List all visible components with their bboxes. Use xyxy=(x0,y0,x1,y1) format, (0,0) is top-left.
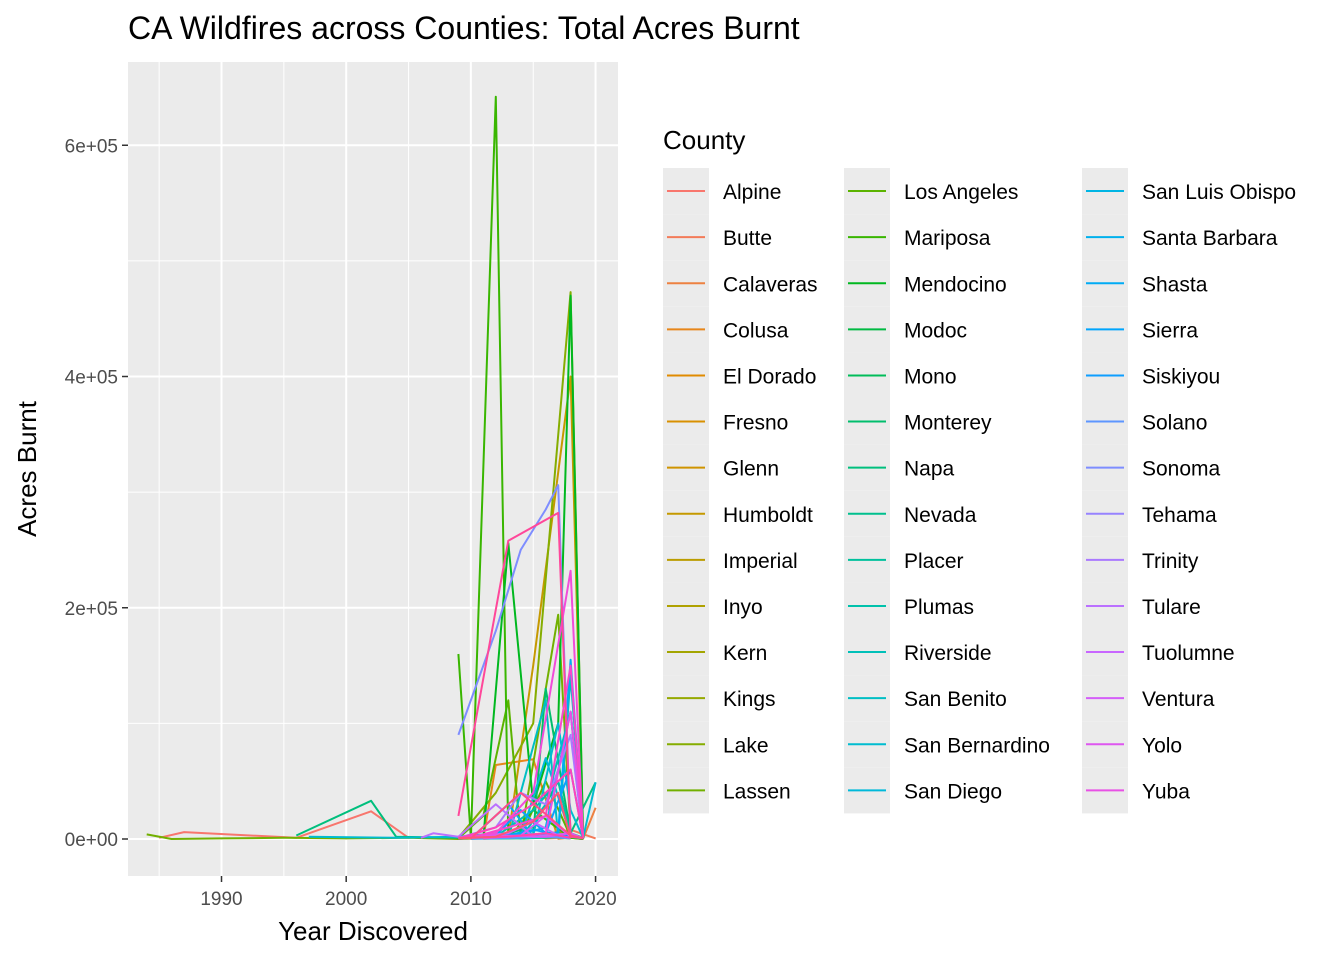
legend-label-kern: Kern xyxy=(723,642,767,665)
series-lines xyxy=(146,95,597,840)
x-axis-title: Year Discovered xyxy=(278,916,468,946)
legend-label-los-angeles: Los Angeles xyxy=(904,181,1018,204)
legend-label-glenn: Glenn xyxy=(723,458,779,481)
legend-label-trinity: Trinity xyxy=(1142,550,1199,573)
legend-label-tehama: Tehama xyxy=(1142,504,1217,527)
legend-label-san-luis-obispo: San Luis Obispo xyxy=(1142,181,1296,204)
legend-label-napa: Napa xyxy=(904,458,955,481)
series-line-yuba xyxy=(458,791,572,840)
series-line-mendocino xyxy=(482,294,585,839)
legend-label-kings: Kings xyxy=(723,688,776,711)
grid-minor xyxy=(128,62,618,876)
y-axis: 0e+00 2e+05 4e+05 6e+05 xyxy=(65,136,128,851)
x-tick-label: 2010 xyxy=(450,889,492,910)
legend-label-yolo: Yolo xyxy=(1142,734,1182,757)
legend-label-inyo: Inyo xyxy=(723,596,763,619)
legend-label-imperial: Imperial xyxy=(723,550,798,573)
legend-label-colusa: Colusa xyxy=(723,319,789,342)
y-tick-label: 6e+05 xyxy=(65,136,118,157)
legend-label-modoc: Modoc xyxy=(904,319,967,342)
legend-label-el-dorado: El Dorado xyxy=(723,365,816,388)
chart-title: CA Wildfires across Counties: Total Acre… xyxy=(128,10,800,46)
legend-label-nevada: Nevada xyxy=(904,504,977,527)
legend-label-plumas: Plumas xyxy=(904,596,974,619)
legend-label-placer: Placer xyxy=(904,550,964,573)
y-tick-label: 0e+00 xyxy=(65,830,118,851)
legend-label-tulare: Tulare xyxy=(1142,596,1201,619)
plot-area xyxy=(128,62,618,876)
legend-label-monterey: Monterey xyxy=(904,412,992,435)
plot-panel-background xyxy=(128,62,618,876)
legend-label-butte: Butte xyxy=(723,227,772,250)
legend-label-ventura: Ventura xyxy=(1142,688,1215,711)
legend-label-san-bernardino: San Bernardino xyxy=(904,734,1050,757)
legend-label-humboldt: Humboldt xyxy=(723,504,813,527)
legend-label-mendocino: Mendocino xyxy=(904,273,1007,296)
legend-label-san-benito: San Benito xyxy=(904,688,1007,711)
legend-label-sierra: Sierra xyxy=(1142,319,1198,342)
x-tick-label: 2000 xyxy=(325,889,367,910)
legend-label-tuolumne: Tuolumne xyxy=(1142,642,1235,665)
legend-label-lake: Lake xyxy=(723,734,769,757)
x-axis: 1990 2000 2010 2020 xyxy=(200,876,617,910)
legend-label-santa-barbara: Santa Barbara xyxy=(1142,227,1278,250)
series-line-yolo xyxy=(470,791,584,840)
legend: County Alpine Butte Calaveras Colusa El Dora… xyxy=(663,125,1296,814)
legend-label-shasta: Shasta xyxy=(1142,273,1208,296)
legend-label-lassen: Lassen xyxy=(723,780,791,803)
x-tick-label: 1990 xyxy=(200,889,242,910)
legend-items: Alpine Butte Calaveras Colusa El Dorado Fresn… xyxy=(663,168,1296,814)
legend-label-mariposa: Mariposa xyxy=(904,227,991,250)
legend-label-san-diego: San Diego xyxy=(904,780,1002,803)
legend-label-calaveras: Calaveras xyxy=(723,273,818,296)
x-tick-label: 2020 xyxy=(574,889,616,910)
legend-label-yuba: Yuba xyxy=(1142,780,1190,803)
y-tick-label: 4e+05 xyxy=(65,368,118,389)
legend-title: County xyxy=(663,125,745,155)
y-tick-label: 2e+05 xyxy=(65,599,118,620)
legend-label-mono: Mono xyxy=(904,365,957,388)
legend-label-riverside: Riverside xyxy=(904,642,992,665)
legend-label-siskiyou: Siskiyou xyxy=(1142,365,1220,388)
series-line-trinity xyxy=(470,664,585,839)
y-axis-title: Acres Burnt xyxy=(12,400,42,537)
legend-label-sonoma: Sonoma xyxy=(1142,458,1221,481)
legend-label-solano: Solano xyxy=(1142,412,1207,435)
legend-label-alpine: Alpine xyxy=(723,181,781,204)
legend-label-fresno: Fresno xyxy=(723,412,788,435)
